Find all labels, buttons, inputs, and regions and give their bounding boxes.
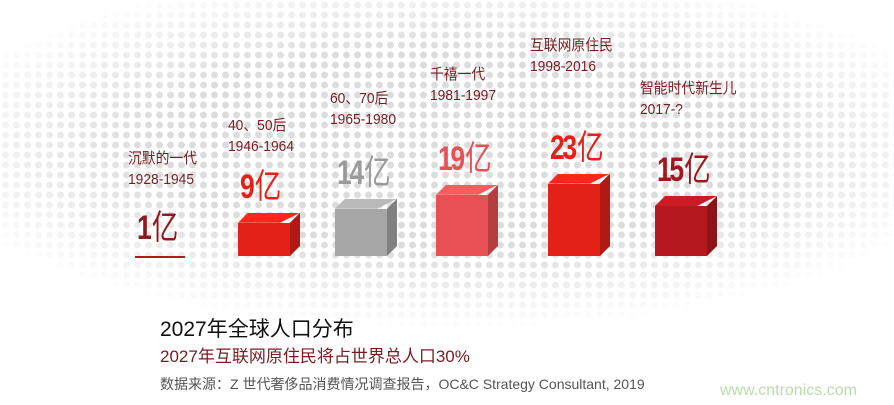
value-label: 14亿 [337, 155, 391, 191]
generation-name: 千禧一代 [430, 66, 486, 83]
generation-label: 智能时代新生儿 2017-? [640, 78, 737, 120]
value-number: 9 [240, 167, 255, 206]
value-label: 1亿 [137, 210, 178, 246]
bar-underline [135, 256, 185, 258]
generation-name: 智能时代新生儿 [640, 80, 737, 97]
generation-name: 互联网原住民 [530, 37, 613, 54]
bar-side-face [290, 212, 300, 256]
bar-front-face [436, 194, 488, 256]
value-unit: 亿 [254, 167, 282, 206]
value-number: 14 [337, 153, 364, 192]
value-unit: 亿 [465, 139, 492, 178]
generation-years: 1928-1945 [128, 171, 194, 188]
chart-title: 2027年全球人口分布 [160, 318, 354, 341]
bar-front-face [655, 206, 707, 256]
bar-top-face [655, 196, 717, 206]
value-unit: 亿 [684, 151, 711, 189]
value-number: 15 [657, 151, 684, 189]
generation-years: 1998-2016 [530, 58, 596, 75]
value-label: 9亿 [240, 169, 281, 205]
generation-label: 沉默的一代 1928-1945 [128, 148, 197, 190]
value-label: 23亿 [550, 130, 604, 166]
value-number: 19 [438, 139, 465, 178]
generation-name: 40、50后 [228, 117, 287, 134]
value-unit: 亿 [151, 209, 179, 247]
bar-front-face [238, 222, 290, 256]
bar-side-face [387, 198, 397, 256]
chart-subtitle: 2027年互联网原住民将占世界总人口30% [160, 347, 470, 366]
generation-name: 沉默的一代 [128, 150, 198, 167]
bar-top-face [436, 184, 498, 195]
value-unit: 亿 [577, 128, 604, 167]
generation-label: 40、50后 1946-1964 [228, 115, 294, 157]
bar-side-face [707, 196, 717, 256]
generation-name: 60、70后 [330, 90, 389, 107]
generation-label: 互联网原住民 1998-2016 [530, 35, 613, 77]
watermark: www.cntronics.com [720, 382, 857, 399]
bar-front-face [335, 208, 387, 256]
value-number: 23 [550, 128, 577, 167]
bar-top-face [238, 212, 300, 223]
generation-years: 2017-? [640, 101, 683, 118]
bar-front-face [548, 183, 600, 256]
value-label: 19亿 [438, 141, 492, 177]
generation-label: 千禧一代 1981-1997 [430, 64, 496, 106]
generation-years: 1981-1997 [430, 87, 496, 104]
generation-years: 1965-1980 [330, 111, 396, 128]
value-label: 15亿 [657, 152, 711, 188]
generation-years: 1946-1964 [228, 138, 294, 155]
bar-top-face [548, 173, 610, 184]
bar-top-face [335, 198, 397, 209]
world-map-dot-background [0, 0, 894, 330]
value-number: 1 [137, 209, 152, 247]
generation-label: 60、70后 1965-1980 [330, 88, 396, 130]
source-note: 数据来源：Z 世代奢侈品消费情况调查报告，OC&C Strategy Consu… [160, 376, 645, 392]
bar-side-face [488, 184, 498, 256]
value-unit: 亿 [364, 153, 391, 192]
bar-side-face [600, 173, 610, 256]
